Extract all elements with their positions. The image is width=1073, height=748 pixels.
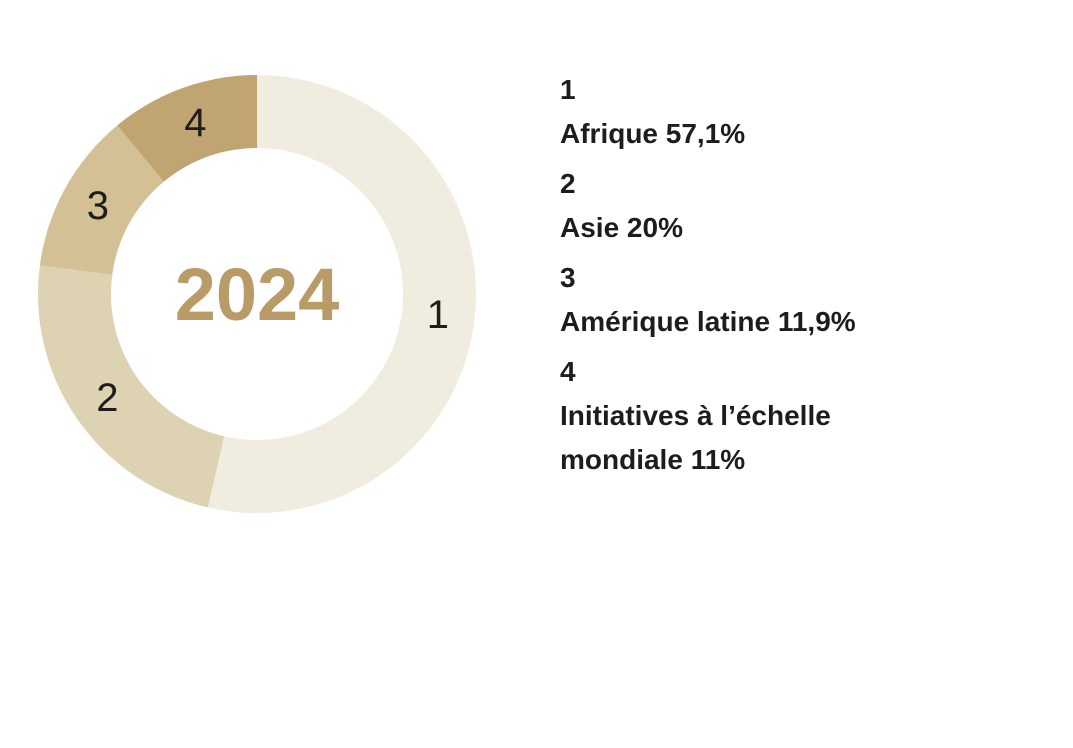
legend-item-number: 3 [560,262,576,293]
legend-item-number: 4 [560,356,576,387]
legend-item-number: 1 [560,74,576,105]
legend-item-number: 2 [560,168,576,199]
segment-number-label: 1 [426,292,449,337]
donut-hole: 2024 [111,148,403,440]
donut-ring: 2024 1 2 3 4 [38,75,476,513]
legend-item-label: Amérique latine 11,9% [560,306,856,337]
legend-item: 2 Asie 20% [560,162,905,250]
segment-number-label: 2 [96,375,119,420]
segment-number-label: 4 [184,100,207,145]
legend-item-label: Initiatives à l’échelle mondiale 11% [560,400,831,475]
chart-legend: 1 Afrique 57,1% 2 Asie 20% 3 Amérique la… [560,68,905,488]
legend-item-label: Afrique 57,1% [560,118,746,149]
center-year-label: 2024 [174,253,340,336]
legend-item: 3 Amérique latine 11,9% [560,256,905,344]
legend-item: 1 Afrique 57,1% [560,68,905,156]
legend-item-label: Asie 20% [560,212,683,243]
legend-item: 4 Initiatives à l’échelle mondiale 11% [560,350,905,482]
segment-number-label: 3 [86,183,109,228]
